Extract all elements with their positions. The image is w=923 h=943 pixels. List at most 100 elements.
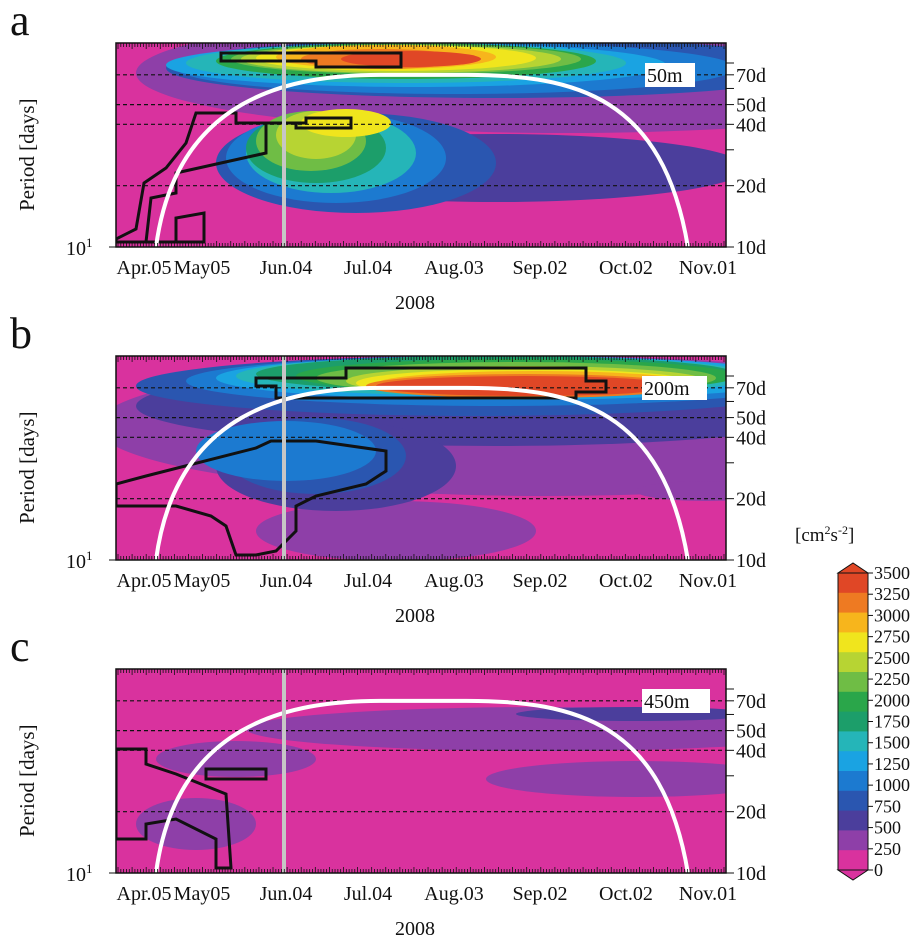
- colorbar-tick-label: 250: [874, 839, 901, 859]
- colorbar-tick-label: 3250: [874, 584, 910, 604]
- y-right-tick-label: 40d: [736, 427, 766, 449]
- x-tick-label: Aug.03: [424, 883, 483, 905]
- y-left-tick-label: 101: [66, 235, 93, 260]
- colorbar-band-level-12: [838, 612, 868, 633]
- depth-label-box: [642, 376, 707, 400]
- y-right-tick-label: 50d: [736, 721, 766, 743]
- x-tick-label: Nov.01: [679, 257, 737, 279]
- y-axis-label: Period [days]: [15, 411, 39, 524]
- x-axis-label: 2008: [395, 918, 435, 940]
- colorbar-band-level-14: [838, 573, 868, 594]
- x-tick-label: May05: [174, 883, 231, 905]
- x-tick-label: Jul.04: [344, 257, 392, 279]
- plot-area: [116, 356, 726, 560]
- y-right-tick-label: 70d: [736, 65, 766, 87]
- depth-label: 450m: [644, 691, 690, 713]
- y-right-tick-label: 50d: [736, 408, 766, 430]
- contour-region-level-1: [636, 481, 726, 501]
- y-right-tick-label: 20d: [736, 802, 766, 824]
- y-left-tick-label: 101: [66, 548, 93, 573]
- colorbar-tick-label: 1500: [874, 733, 910, 753]
- plot-frame: [115, 355, 727, 561]
- cone-of-influence: [154, 385, 690, 560]
- significance-contour: [204, 767, 268, 781]
- colorbar-band-level-8: [838, 691, 868, 713]
- colorbar-band-level-7: [838, 711, 868, 732]
- panel-label: b: [10, 309, 32, 358]
- plot-frame: [115, 668, 727, 874]
- colorbar-max-triangle: [836, 562, 870, 574]
- y-right-tick-label: 40d: [736, 114, 766, 136]
- colorbar-band-level-6: [838, 731, 868, 752]
- significance-contour: [116, 747, 233, 870]
- x-tick-label: Oct.02: [599, 257, 653, 279]
- y-right-tick-label: 50d: [736, 95, 766, 117]
- colorbar-min-triangle: [836, 869, 870, 881]
- x-tick-label: Aug.03: [424, 570, 483, 592]
- colorbar: [cm2s-2] 3500325030002750250022502000175…: [795, 523, 910, 881]
- colorbar-band-level-3: [838, 790, 868, 812]
- x-tick-label: Jun.04: [260, 570, 313, 592]
- x-tick-label: Nov.01: [679, 570, 737, 592]
- depth-label-box: [642, 689, 710, 713]
- colorbar-tick-label: 2750: [874, 627, 910, 647]
- y-right-tick-label: 20d: [736, 489, 766, 511]
- x-tick-label: May05: [174, 257, 231, 279]
- significance-contour: [254, 366, 608, 400]
- y-axis-label: Period [days]: [15, 98, 39, 211]
- colorbar-tick-label: 2250: [874, 669, 910, 689]
- colorbar-band-level-11: [838, 632, 868, 653]
- y-right-tick-label: 10d: [736, 237, 766, 259]
- colorbar-tick-label: 3000: [874, 605, 910, 625]
- colorbar-tick-label: 1750: [874, 712, 910, 732]
- x-axis-label: 2008: [395, 292, 435, 314]
- colorbar-band-level-9: [838, 672, 868, 693]
- x-tick-label: Apr.05: [117, 570, 172, 592]
- y-right-tick-label: 70d: [736, 378, 766, 400]
- colorbar-band-level-13: [838, 592, 868, 614]
- plot-area: [116, 43, 848, 269]
- colorbar-tick-label: 0: [874, 860, 883, 880]
- panel-label: c: [10, 622, 30, 671]
- contour-region-level-1: [804, 241, 848, 269]
- colorbar-tick-label: 750: [874, 796, 901, 816]
- significance-contour: [219, 51, 403, 69]
- colorbar-tick-label: 2000: [874, 690, 910, 710]
- x-tick-label: Apr.05: [117, 257, 172, 279]
- significance-contour: [116, 439, 388, 557]
- plot-frame: [115, 42, 727, 248]
- x-tick-label: May05: [174, 570, 231, 592]
- colorbar-tick-label: 2500: [874, 648, 910, 668]
- x-tick-label: Jun.04: [260, 883, 313, 905]
- colorbar-band-level-1: [838, 830, 868, 851]
- colorbar-band-level-4: [838, 771, 868, 792]
- colorbar-tick-label: 500: [874, 818, 901, 838]
- colorbar-band-level-0: [838, 850, 868, 871]
- x-tick-label: Jul.04: [344, 883, 392, 905]
- colorbar-unit: [cm2s-2]: [795, 523, 854, 546]
- y-right-tick-label: 70d: [736, 691, 766, 713]
- colorbar-band-level-10: [838, 652, 868, 673]
- panel-label: a: [10, 0, 30, 45]
- x-axis-label: 2008: [395, 605, 435, 627]
- colorbar-tick-label: 1000: [874, 775, 910, 795]
- plot-area: [116, 669, 726, 873]
- x-tick-label: Oct.02: [599, 883, 653, 905]
- y-right-tick-label: 40d: [736, 740, 766, 762]
- cone-of-influence: [154, 698, 690, 873]
- x-tick-label: Jun.04: [260, 257, 313, 279]
- colorbar-band-level-5: [838, 751, 868, 772]
- x-tick-label: Sep.02: [513, 883, 568, 905]
- x-tick-label: Oct.02: [599, 570, 653, 592]
- depth-label: 200m: [644, 378, 690, 400]
- depth-label-box: [645, 63, 695, 87]
- colorbar-band-level-2: [838, 810, 868, 831]
- contour-region-level-1: [256, 501, 536, 560]
- x-tick-label: Sep.02: [513, 257, 568, 279]
- x-tick-label: Sep.02: [513, 570, 568, 592]
- y-right-tick-label: 20d: [736, 176, 766, 198]
